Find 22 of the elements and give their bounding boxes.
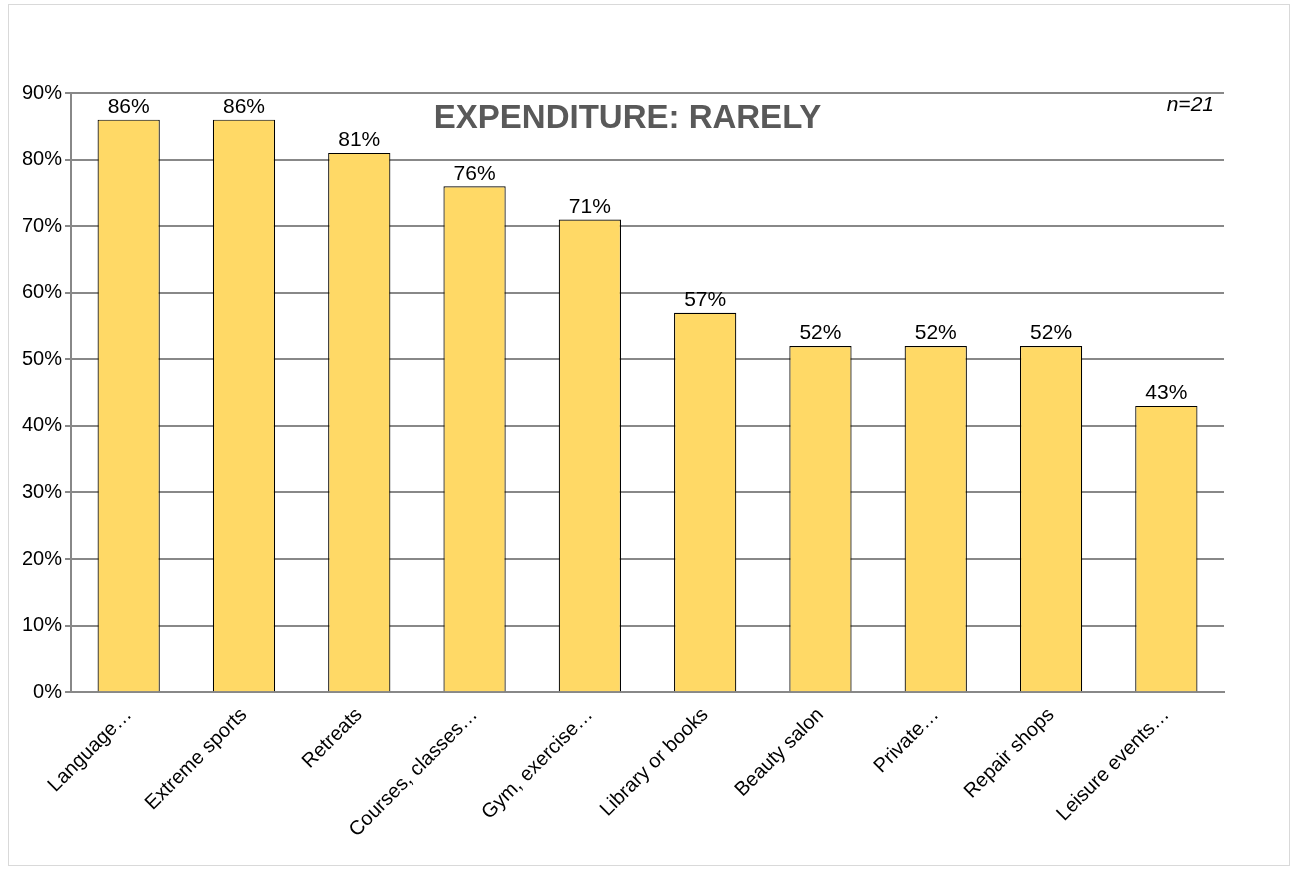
data-label: 43% <box>1145 380 1188 404</box>
annotation: n=21 <box>1166 91 1214 115</box>
y-tick-label: 50% <box>22 346 63 369</box>
data-label: 57% <box>684 287 727 311</box>
y-tick-label: 40% <box>22 413 63 436</box>
data-label: 86% <box>107 93 150 117</box>
y-tick-label: 80% <box>22 147 63 170</box>
data-label: 86% <box>222 93 265 117</box>
y-tick-label: 0% <box>33 679 63 702</box>
y-tick-label: 60% <box>22 280 63 303</box>
data-label: 52% <box>914 320 957 344</box>
chart-title: EXPENDITURE: RARELY <box>433 98 822 136</box>
y-tick-label: 90% <box>22 80 63 103</box>
data-label: 52% <box>799 320 842 344</box>
data-label: 81% <box>338 127 381 151</box>
y-tick-label: 70% <box>22 213 63 236</box>
y-tick-label: 10% <box>22 613 63 636</box>
y-tick-label: 20% <box>22 546 63 569</box>
y-tick-label: 30% <box>22 479 63 502</box>
data-label: 71% <box>568 193 611 217</box>
data-label: 52% <box>1030 320 1073 344</box>
data-label: 76% <box>453 160 496 184</box>
